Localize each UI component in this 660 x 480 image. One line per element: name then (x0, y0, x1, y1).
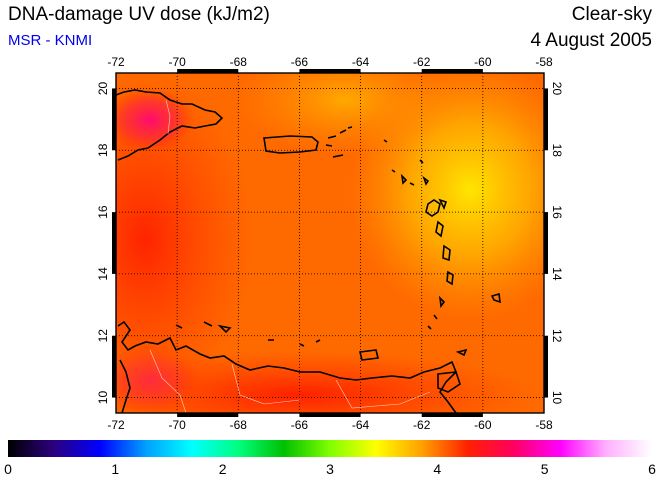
longitude-tick-label: -60 (474, 418, 492, 432)
martinique (442, 244, 451, 262)
margarita-island (359, 349, 379, 361)
latitude-tick-label: 16 (550, 205, 564, 219)
longitude-tick-label: -62 (413, 418, 431, 432)
colorbar-tick-label: 1 (111, 461, 119, 477)
puerto-rico-coast (263, 135, 319, 154)
longitude-labels-bottom: -72 -70 -68 -66 -64 -62 -60 -58 (107, 418, 553, 432)
axis-bar-bottom (177, 413, 239, 417)
latitude-tick-label: 20 (96, 81, 110, 95)
uv-field-peak-south (116, 345, 200, 413)
latitude-tick-label: 10 (550, 391, 564, 405)
axis-bar-right (544, 88, 548, 151)
political-borders (149, 99, 431, 413)
longitude-labels-top: -72 -70 -68 -66 -64 -62 -60 -58 (107, 55, 553, 69)
st-vincent-grenadines (427, 295, 446, 330)
longitude-tick-label: -68 (230, 418, 248, 432)
condition-label: Clear-sky (571, 4, 652, 25)
axis-bar-left (112, 88, 116, 151)
colorbar (8, 440, 652, 457)
longitude-tick-label: -72 (107, 418, 125, 432)
latitude-tick-label: 14 (550, 267, 564, 281)
st-lucia (446, 270, 454, 286)
map-title: DNA-damage UV dose (kJ/m2) (8, 4, 270, 25)
longitude-tick-label: -70 (168, 418, 186, 432)
axis-bar-left (112, 335, 116, 398)
longitude-tick-label: -58 (535, 418, 553, 432)
latitude-tick-label: 18 (550, 144, 564, 158)
uv-field-north-high (235, 73, 455, 155)
latitude-tick-label: 12 (96, 329, 110, 343)
abc-islands (175, 321, 321, 347)
axis-bar-top (177, 69, 239, 73)
longitude-tick-label: -72 (107, 55, 125, 69)
graticule (116, 73, 544, 413)
longitude-tick-label: -70 (168, 55, 186, 69)
coastlines (116, 89, 501, 413)
longitude-tick-label: -60 (474, 55, 492, 69)
axis-bar-bottom (421, 413, 483, 417)
colorbar-tick-label: 0 (4, 461, 12, 477)
colorbar-labels: 0 1 2 3 4 5 6 (4, 461, 656, 477)
colorbar-tick-label: 4 (433, 461, 441, 477)
latitude-tick-label: 16 (96, 205, 110, 219)
uv-field-peak (116, 88, 195, 152)
latitude-tick-label: 14 (96, 267, 110, 281)
colorbar-tick-label: 2 (219, 461, 227, 477)
hispaniola-coast (116, 89, 224, 161)
longitude-tick-label: -64 (352, 55, 370, 69)
latitude-labels-left: 20 18 16 14 12 10 (96, 81, 110, 404)
virgin-islands (325, 126, 353, 158)
lesser-antilles-north (383, 139, 430, 186)
dominica (435, 220, 444, 238)
colorbar-tick-label: 3 (326, 461, 334, 477)
source-label: MSR - KNMI (8, 32, 93, 49)
latitude-tick-label: 12 (550, 329, 564, 343)
axis-bar-right (544, 212, 548, 274)
longitude-tick-label: -64 (352, 418, 370, 432)
longitude-tick-label: -62 (413, 55, 431, 69)
latitude-labels-right: 20 18 16 14 12 10 (550, 82, 564, 405)
axis-bar-bottom (299, 413, 361, 417)
date-label: 4 August 2005 (530, 30, 653, 51)
longitude-tick-label: -66 (291, 55, 309, 69)
barbados (490, 292, 501, 304)
axis-bar-top (299, 69, 361, 73)
colorbar-tick-label: 6 (648, 461, 656, 477)
uv-field (116, 73, 544, 413)
latitude-tick-label: 20 (550, 82, 564, 96)
south-america-coast (117, 320, 457, 413)
axis-bars (112, 69, 548, 417)
axis-bar-left (112, 212, 116, 274)
axis-bar-top (421, 69, 483, 73)
axis-bar-right (544, 335, 548, 398)
latitude-tick-label: 10 (96, 391, 110, 405)
guadeloupe (425, 198, 448, 217)
longitude-tick-label: -66 (291, 418, 309, 432)
colorbar-tick-label: 5 (541, 461, 549, 477)
longitude-tick-label: -58 (535, 55, 553, 69)
trinidad-tobago (437, 348, 468, 393)
maracaibo-coast (119, 359, 131, 413)
longitude-tick-label: -68 (230, 55, 248, 69)
latitude-tick-label: 18 (96, 143, 110, 157)
